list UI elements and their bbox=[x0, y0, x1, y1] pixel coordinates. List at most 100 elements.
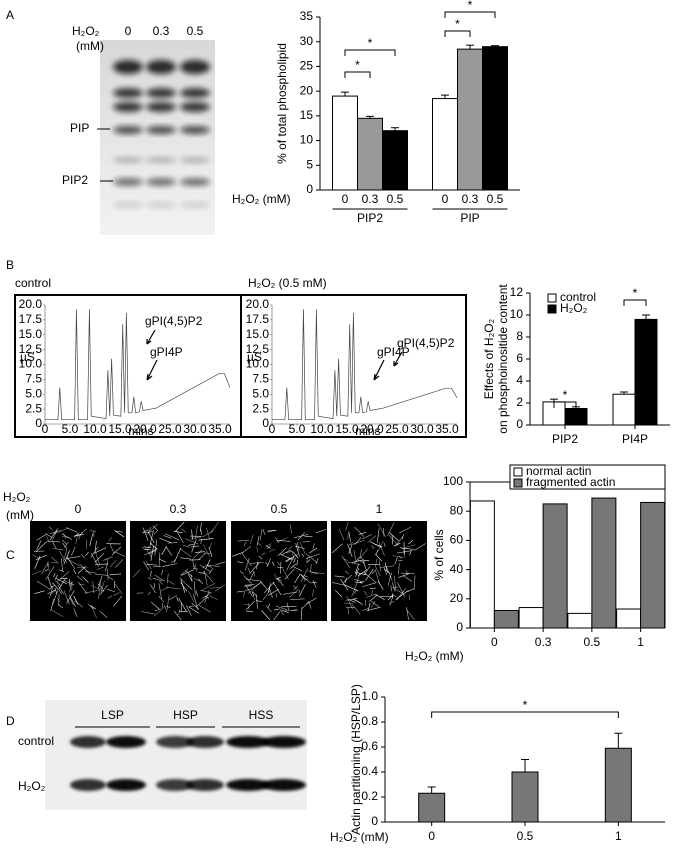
actin-fiber bbox=[57, 597, 60, 603]
y-tick-label: 10.0 bbox=[246, 357, 270, 371]
actin-fiber bbox=[185, 538, 199, 545]
actin-fiber bbox=[74, 600, 83, 608]
actin-fiber bbox=[71, 546, 76, 556]
actin-fiber bbox=[255, 594, 258, 609]
tlc-band bbox=[113, 88, 143, 98]
panel-label: D bbox=[6, 714, 15, 728]
actin-fiber bbox=[164, 604, 168, 613]
actin-fiber bbox=[364, 559, 370, 562]
actin-fiber bbox=[348, 541, 353, 546]
x-tick-label: 10.0 bbox=[83, 422, 107, 436]
y-tick-label: 25 bbox=[300, 59, 314, 73]
actin-fiber bbox=[143, 561, 150, 571]
blot-band bbox=[70, 736, 106, 748]
actin-fiber bbox=[73, 569, 77, 575]
actin-fiber bbox=[261, 610, 271, 621]
actin-fiber bbox=[239, 570, 244, 575]
actin-fiber bbox=[165, 546, 173, 556]
x-tick-label: 30.0 bbox=[183, 422, 207, 436]
actin-fiber bbox=[180, 582, 188, 592]
actin-fiber bbox=[396, 588, 406, 601]
actin-fiber bbox=[202, 592, 212, 599]
actin-fiber bbox=[176, 596, 179, 602]
actin-fiber bbox=[345, 570, 350, 575]
actin-fiber bbox=[360, 548, 368, 559]
actin-fiber bbox=[159, 537, 172, 544]
tlc-band bbox=[146, 157, 176, 163]
actin-fiber bbox=[180, 557, 191, 560]
actin-fiber bbox=[200, 529, 202, 535]
actin-fiber bbox=[114, 530, 125, 538]
y-tick-label: 8 bbox=[516, 329, 523, 343]
actin-fiber bbox=[161, 545, 167, 556]
actin-fiber bbox=[303, 578, 308, 582]
actin-fiber bbox=[288, 546, 293, 551]
actin-fiber bbox=[47, 540, 61, 543]
actin-fiber bbox=[241, 546, 252, 554]
actin-fiber bbox=[201, 582, 216, 591]
actin-fiber bbox=[334, 575, 345, 578]
x-tick-label: 5.0 bbox=[62, 422, 79, 436]
actin-fiber bbox=[188, 605, 194, 607]
actin-fiber bbox=[178, 610, 189, 613]
actin-fiber bbox=[379, 560, 381, 572]
actin-fiber bbox=[89, 530, 96, 532]
actin-fiber bbox=[245, 584, 253, 597]
actin-fiber bbox=[68, 594, 76, 607]
actin-fiber bbox=[142, 527, 149, 541]
panel-label: B bbox=[6, 258, 14, 272]
actin-fiber bbox=[284, 568, 295, 580]
actin-fiber bbox=[199, 522, 202, 532]
actin-fiber bbox=[343, 602, 354, 604]
category-label: PI4P bbox=[622, 432, 648, 446]
bar bbox=[357, 117, 383, 191]
y-tick-label: 12.5 bbox=[19, 342, 43, 356]
micrograph bbox=[231, 521, 327, 621]
y-tick-label: 17.5 bbox=[19, 312, 43, 326]
actin-fiber bbox=[338, 528, 345, 541]
actin-fiber bbox=[383, 542, 386, 547]
x-tick-label: 35.0 bbox=[435, 422, 459, 436]
bar bbox=[482, 46, 508, 191]
actin-fiber bbox=[343, 584, 359, 592]
actin-fiber bbox=[406, 609, 415, 621]
actin-fiber bbox=[331, 543, 343, 554]
actin-fiber bbox=[346, 595, 353, 610]
actin-fiber bbox=[371, 545, 375, 549]
y-tick-label: 0.2 bbox=[361, 789, 378, 803]
actin-fiber bbox=[198, 552, 207, 560]
y-tick-label: 100 bbox=[443, 474, 463, 488]
actin-fiber bbox=[310, 563, 312, 572]
actin-fiber bbox=[95, 547, 107, 553]
actin-fiber bbox=[378, 542, 385, 556]
actin-fiber bbox=[188, 543, 195, 546]
actin-fiber bbox=[257, 542, 262, 546]
y-tick-label: 20 bbox=[300, 83, 314, 97]
actin-fiber bbox=[231, 551, 244, 557]
actin-fiber bbox=[154, 574, 165, 582]
y-tick-label: 20.0 bbox=[19, 297, 43, 311]
y-tick-label: 6 bbox=[516, 351, 523, 365]
actin-fiber bbox=[281, 549, 291, 556]
actin-fiber bbox=[351, 559, 364, 563]
cell-texture bbox=[132, 521, 226, 621]
actin-fiber bbox=[205, 595, 210, 599]
actin-fiber bbox=[357, 569, 367, 577]
y-tick-label: 5 bbox=[306, 157, 313, 171]
actin-fiber bbox=[363, 571, 376, 583]
actin-fiber bbox=[142, 529, 149, 533]
peak-label: gPI(4,5)P2 bbox=[397, 336, 455, 350]
category-label: 1 bbox=[637, 635, 644, 649]
chromatogram-title: H₂O₂ (0.5 mM) bbox=[248, 276, 327, 290]
actin-fiber bbox=[167, 542, 178, 544]
actin-fiber bbox=[73, 608, 78, 617]
actin-fiber bbox=[362, 534, 372, 540]
actin-fiber bbox=[210, 587, 221, 589]
bar bbox=[511, 771, 539, 823]
blot-band bbox=[70, 779, 106, 791]
y-tick-label: 0 bbox=[371, 814, 378, 828]
actin-fiber bbox=[210, 521, 219, 533]
actin-fiber bbox=[161, 569, 164, 575]
y-tick-label: 17.5 bbox=[246, 312, 270, 326]
actin-fiber bbox=[285, 557, 292, 562]
